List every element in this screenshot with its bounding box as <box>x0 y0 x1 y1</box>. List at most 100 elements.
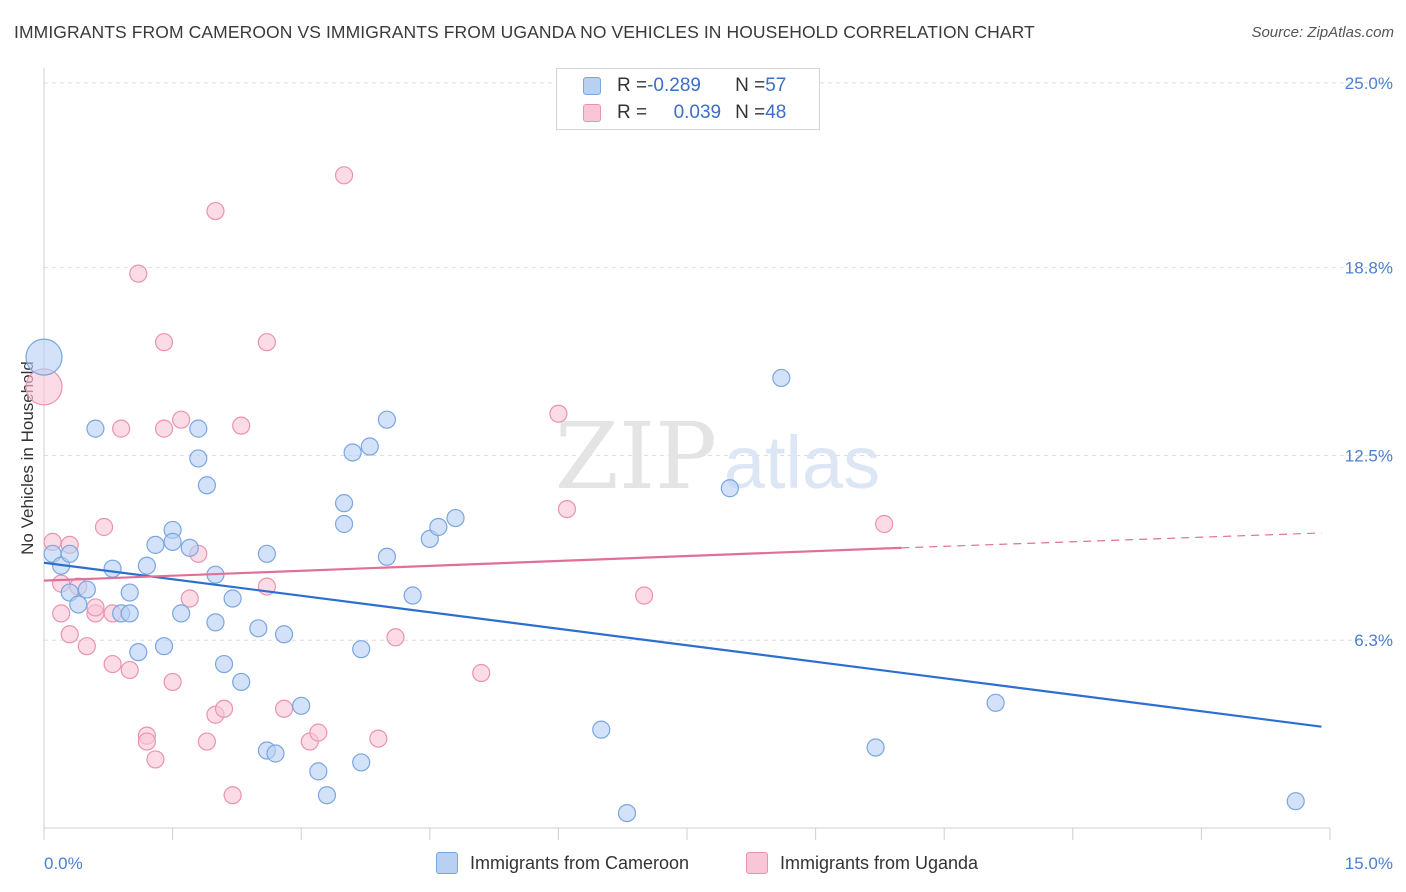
cameroon-point <box>120 583 139 602</box>
cameroon-point <box>866 738 885 757</box>
trend-lines <box>43 532 1322 728</box>
uganda-point <box>386 628 405 647</box>
cameroon-point <box>1286 792 1305 811</box>
legend-label-cameroon: Immigrants from Cameroon <box>470 852 690 873</box>
legend-row-cameroon: R = -0.289 N = 57 <box>583 73 786 99</box>
source-label: Source: ZipAtlas.com <box>1251 24 1394 41</box>
legend-n-label: N = <box>735 75 766 96</box>
cameroon-point <box>317 786 337 805</box>
uganda-point <box>257 333 277 352</box>
legend-label-uganda: Immigrants from Uganda <box>780 852 979 873</box>
cameroon-point <box>163 532 182 551</box>
cameroon-point <box>86 419 105 438</box>
uganda-point <box>112 419 131 438</box>
grid-lines <box>44 82 1392 641</box>
cameroon-point <box>772 368 791 388</box>
y-tick-label: 18.8% <box>1345 259 1393 278</box>
trend-line-cameroon <box>43 561 1322 728</box>
cameroon-point <box>77 580 96 599</box>
cameroon-point <box>172 604 191 623</box>
cameroon-point <box>69 595 88 614</box>
uganda-point <box>223 786 242 805</box>
watermark: ZIP atlas <box>555 403 880 510</box>
series-legend: Immigrants from Cameroon Immigrants from… <box>0 852 1406 878</box>
y-tick-label: 25.0% <box>1345 74 1393 93</box>
cameroon-point <box>377 547 397 566</box>
uganda-point <box>557 499 577 519</box>
uganda-point <box>875 514 894 534</box>
legend-swatch-uganda <box>746 852 768 874</box>
cameroon-point <box>257 544 277 563</box>
uganda-point <box>60 625 79 644</box>
cameroon-point <box>214 654 234 674</box>
legend-swatch-cameroon <box>436 852 458 874</box>
axes <box>43 68 1331 840</box>
cameroon-point <box>352 753 371 772</box>
legend-r-label: R = <box>617 102 648 123</box>
cameroon-point <box>103 559 122 578</box>
cameroon-point <box>197 476 216 495</box>
legend-swatch-cameroon <box>583 77 601 95</box>
x-tick-label: 0.0% <box>44 854 83 873</box>
cameroon-point <box>189 449 208 468</box>
cameroon-point <box>120 604 139 623</box>
uganda-point <box>94 517 114 537</box>
uganda-point <box>549 404 568 423</box>
uganda-point <box>52 604 71 623</box>
uganda-point <box>154 333 174 352</box>
cameroon-point <box>617 803 637 823</box>
y-tick-label: 6.3% <box>1354 631 1393 650</box>
uganda-point <box>77 637 96 656</box>
uganda-point <box>86 598 105 617</box>
cameroon-point <box>334 494 354 513</box>
cameroon-point <box>206 613 225 632</box>
uganda-point <box>154 419 174 438</box>
uganda-point <box>274 699 294 718</box>
legend-n-value: 48 <box>765 102 787 123</box>
cameroon-point <box>429 517 448 537</box>
tick-labels: 6.3% 12.5% 18.8% 25.0% 0.0% 15.0% <box>44 74 1393 873</box>
cameroon-point <box>352 640 371 659</box>
cameroon-point <box>360 437 379 456</box>
cameroon-point <box>25 338 63 376</box>
cameroon-point <box>189 419 208 438</box>
series-uganda-points <box>25 166 894 805</box>
cameroon-point <box>249 619 268 638</box>
cameroon-point <box>292 696 311 715</box>
watermark-zip: ZIP <box>555 403 717 510</box>
uganda-point <box>369 729 388 748</box>
cameroon-point <box>274 625 294 644</box>
uganda-point <box>635 586 654 605</box>
cameroon-point <box>223 589 242 608</box>
chart-title: IMMIGRANTS FROM CAMEROON VS IMMIGRANTS F… <box>14 22 1035 42</box>
cameroon-point <box>377 410 397 429</box>
uganda-point <box>103 654 122 674</box>
cameroon-point <box>180 538 199 557</box>
uganda-point <box>214 699 234 718</box>
legend-r-label: R = <box>617 75 648 96</box>
cameroon-point <box>403 586 422 605</box>
cameroon-point <box>60 544 79 563</box>
uganda-point <box>163 672 182 692</box>
legend-item-cameroon: Immigrants from Cameroon <box>436 852 689 874</box>
cameroon-point <box>309 762 328 781</box>
correlation-legend: R = -0.289 N = 57 R = 0.039 N = 48 <box>556 68 820 130</box>
cameroon-point <box>446 508 465 528</box>
cameroon-point <box>343 443 362 462</box>
x-tick-label: 15.0% <box>1345 854 1393 873</box>
cameroon-point <box>154 637 174 656</box>
cameroon-point <box>266 744 285 763</box>
uganda-point <box>120 660 139 680</box>
series-cameroon-points <box>25 338 1305 823</box>
legend-row-uganda: R = 0.039 N = 48 <box>583 100 786 126</box>
uganda-point <box>232 416 251 435</box>
uganda-point <box>197 732 216 751</box>
uganda-point <box>172 410 191 429</box>
cameroon-point <box>146 535 165 554</box>
y-tick-label: 12.5% <box>1345 446 1393 465</box>
cameroon-point <box>720 479 739 498</box>
legend-n-label: N = <box>735 102 766 123</box>
uganda-point <box>309 723 328 742</box>
cameroon-point <box>592 720 611 739</box>
